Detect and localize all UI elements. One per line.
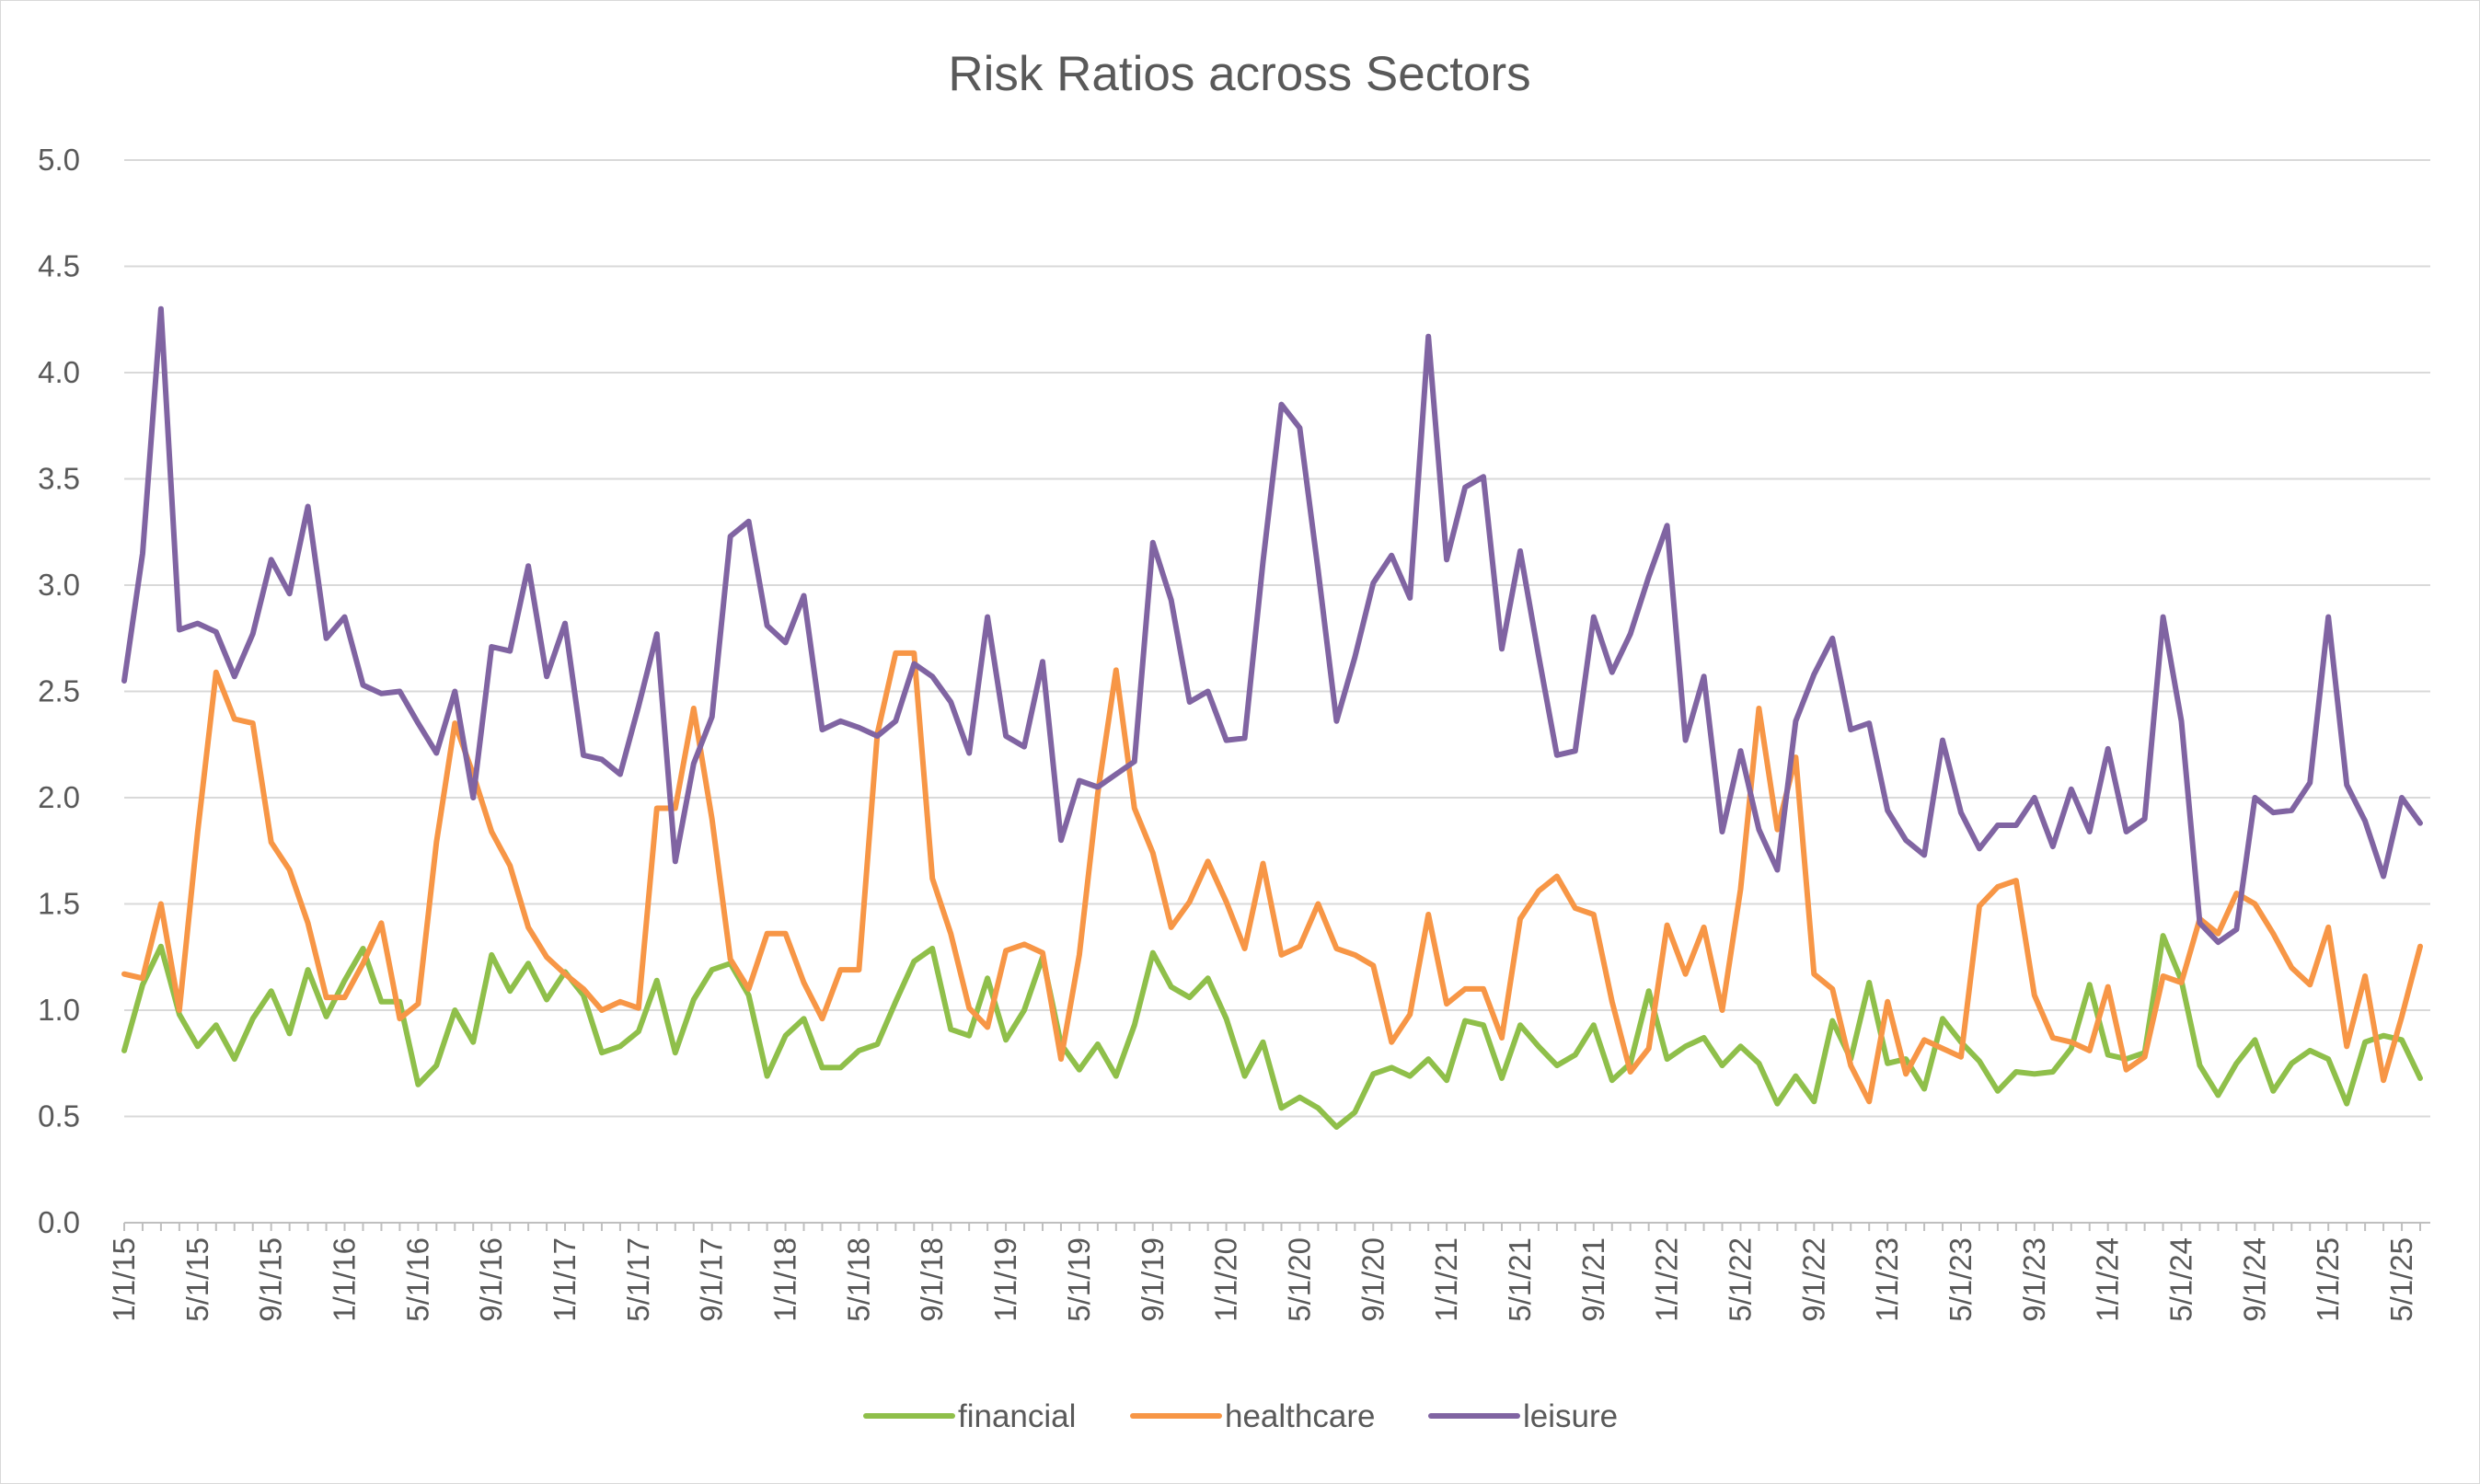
x-tick-label: 5/1/20 <box>1282 1237 1316 1322</box>
x-tick-label: 1/1/16 <box>328 1237 362 1322</box>
x-tick-label: 1/1/18 <box>768 1237 802 1322</box>
x-tick-label: 1/1/22 <box>1650 1237 1684 1322</box>
x-tick-label: 9/1/17 <box>695 1237 729 1322</box>
x-tick-label: 1/1/17 <box>548 1237 582 1322</box>
x-tick-label: 5/1/17 <box>621 1237 655 1322</box>
x-tick-label: 5/1/18 <box>841 1237 875 1322</box>
x-tick-label: 9/1/23 <box>2017 1237 2051 1322</box>
x-tick-label: 1/1/25 <box>2311 1237 2345 1322</box>
x-tick-label: 5/1/16 <box>400 1237 434 1322</box>
legend: financial healthcare leisure <box>863 1398 1618 1434</box>
x-tick-label: 9/1/20 <box>1355 1237 1390 1322</box>
y-tick-label: 4.5 <box>38 249 80 283</box>
y-tick-label: 1.0 <box>38 993 80 1027</box>
y-tick-label: 1.5 <box>38 887 80 921</box>
x-tick-label: 5/1/19 <box>1062 1237 1096 1322</box>
x-tick-label: 5/1/22 <box>1723 1237 1757 1322</box>
chart-title: Risk Ratios across Sectors <box>948 47 1530 101</box>
x-tick-label: 9/1/15 <box>254 1237 288 1322</box>
y-tick-label: 2.0 <box>38 780 80 814</box>
x-tick-label: 1/1/15 <box>107 1237 141 1322</box>
gridlines <box>124 159 2430 1224</box>
legend-label-healthcare: healthcare <box>1225 1398 1375 1434</box>
x-tick-label: 5/1/23 <box>1944 1237 1978 1322</box>
y-axis: 0.0 0.5 1.0 1.5 2.0 2.5 3.0 3.5 4.0 4.5 5.0 <box>38 143 80 1239</box>
series-line-financial <box>121 933 2423 1130</box>
y-tick-label: 5.0 <box>38 143 80 177</box>
y-tick-label: 3.0 <box>38 568 80 602</box>
y-tick-label: 4.0 <box>38 355 80 389</box>
y-tick-label: 0.0 <box>38 1205 80 1239</box>
x-tick-label: 9/1/22 <box>1796 1237 1830 1322</box>
x-tick-label: 9/1/21 <box>1576 1237 1610 1322</box>
x-axis: 1/1/15 5/1/15 9/1/15 1/1/16 5/1/16 9/1/16 1/1/… <box>107 1223 2421 1322</box>
legend-label-leisure: leisure <box>1523 1398 1618 1434</box>
series-line-leisure <box>121 305 2423 946</box>
x-tick-label: 9/1/19 <box>1136 1237 1170 1322</box>
series-line-healthcare <box>121 650 2423 1105</box>
x-tick-label: 1/1/21 <box>1429 1237 1463 1322</box>
series-lines <box>121 305 2423 1130</box>
x-tick-label: 1/1/20 <box>1209 1237 1243 1322</box>
y-tick-label: 0.5 <box>38 1099 80 1133</box>
x-tick-label: 9/1/18 <box>915 1237 949 1322</box>
x-tick-label: 5/1/24 <box>2164 1237 2198 1322</box>
x-tick-label: 5/1/25 <box>2384 1237 2418 1322</box>
x-tick-label: 1/1/23 <box>1870 1237 1904 1322</box>
x-tick-label: 9/1/16 <box>474 1237 508 1322</box>
x-tick-label: 1/1/19 <box>988 1237 1022 1322</box>
y-tick-label: 3.5 <box>38 462 80 496</box>
y-tick-label: 2.5 <box>38 674 80 708</box>
legend-label-financial: financial <box>958 1398 1076 1434</box>
x-tick-label: 5/1/21 <box>1503 1237 1537 1322</box>
x-tick-label: 5/1/15 <box>180 1237 214 1322</box>
x-tick-label: 9/1/24 <box>2237 1237 2271 1322</box>
x-tick-label: 1/1/24 <box>2091 1237 2125 1322</box>
